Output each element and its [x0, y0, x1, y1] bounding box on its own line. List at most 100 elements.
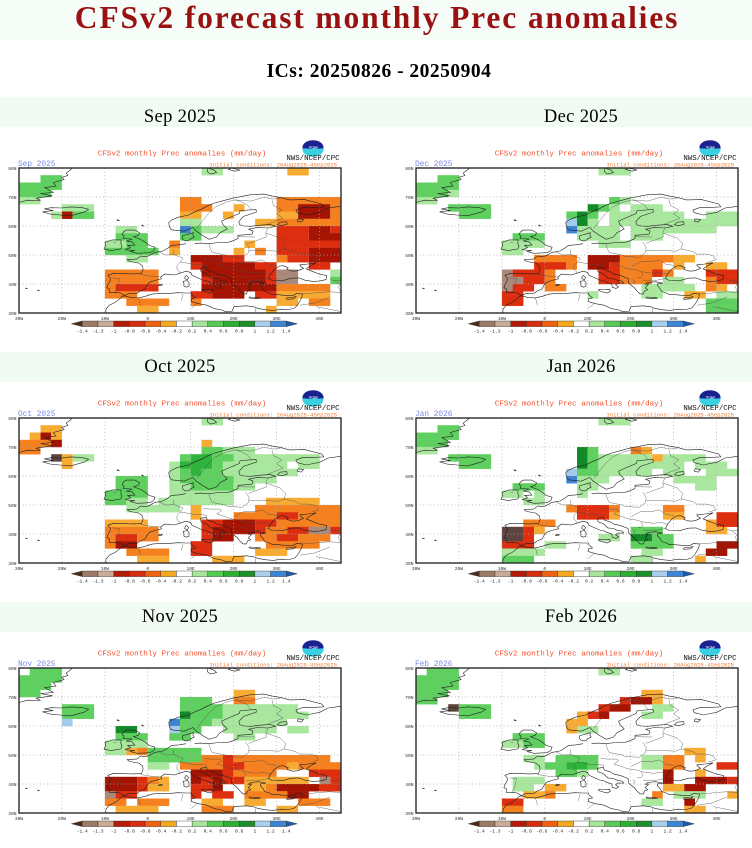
svg-text:1.4: 1.4 [282, 829, 291, 835]
svg-text:80N: 80N [8, 166, 17, 172]
svg-text:-0.6: -0.6 [537, 829, 548, 835]
svg-text:50N: 50N [8, 503, 17, 509]
svg-text:-0.4: -0.4 [552, 829, 563, 835]
svg-text:30W: 30W [15, 566, 24, 572]
svg-text:-0.8: -0.8 [124, 579, 135, 585]
svg-text:60N: 60N [8, 474, 17, 480]
svg-text:0.6: 0.6 [616, 579, 625, 585]
svg-text:0.2: 0.2 [585, 329, 594, 335]
svg-text:-1.4: -1.4 [77, 829, 88, 835]
svg-text:20E: 20E [627, 566, 636, 572]
svg-text:-0.2: -0.2 [171, 329, 182, 335]
svg-text:NOAA: NOAA [706, 396, 716, 400]
svg-text:30N: 30N [405, 311, 414, 317]
svg-text:70N: 70N [8, 195, 17, 201]
svg-text:NOAA: NOAA [309, 646, 319, 650]
svg-text:0.8: 0.8 [632, 579, 641, 585]
svg-text:NOAA: NOAA [309, 146, 319, 150]
svg-text:30N: 30N [8, 811, 17, 817]
svg-text:1: 1 [254, 579, 257, 585]
svg-text:30E: 30E [669, 316, 678, 322]
svg-text:Nov 2025: Nov 2025 [18, 661, 56, 669]
svg-text:NWS/NCEP/CPC: NWS/NCEP/CPC [286, 655, 340, 663]
svg-text:30W: 30W [15, 316, 24, 322]
svg-text:CFSv2 monthly Prec anomalies (: CFSv2 monthly Prec anomalies (mm/day) [98, 401, 267, 409]
svg-text:40N: 40N [8, 782, 17, 788]
svg-text:Nov 2025: Nov 2025 [142, 607, 218, 627]
svg-text:60N: 60N [405, 224, 414, 230]
svg-text:20W: 20W [455, 566, 464, 572]
svg-text:20W: 20W [58, 316, 67, 322]
svg-text:30W: 30W [412, 566, 421, 572]
svg-text:80N: 80N [8, 666, 17, 672]
svg-text:-0.2: -0.2 [568, 829, 579, 835]
svg-text:70N: 70N [405, 695, 414, 701]
svg-text:1.4: 1.4 [282, 329, 291, 335]
svg-text:40E: 40E [315, 316, 324, 322]
svg-text:1: 1 [254, 829, 257, 835]
svg-text:-0.6: -0.6 [140, 829, 151, 835]
svg-text:-0.6: -0.6 [537, 579, 548, 585]
svg-text:NOAA: NOAA [309, 396, 319, 400]
svg-text:30E: 30E [272, 816, 281, 822]
svg-text:0.2: 0.2 [188, 829, 197, 835]
svg-text:70N: 70N [8, 695, 17, 701]
svg-text:-0.8: -0.8 [124, 329, 135, 335]
svg-text:0.8: 0.8 [235, 579, 244, 585]
svg-text:20W: 20W [455, 816, 464, 822]
svg-text:NWS/NCEP/CPC: NWS/NCEP/CPC [286, 155, 340, 163]
svg-text:30E: 30E [272, 566, 281, 572]
svg-text:20E: 20E [230, 816, 239, 822]
svg-text:NWS/NCEP/CPC: NWS/NCEP/CPC [683, 405, 737, 413]
svg-text:0.6: 0.6 [219, 829, 228, 835]
svg-text:0.4: 0.4 [601, 329, 610, 335]
svg-text:-1.3: -1.3 [92, 329, 103, 335]
svg-text:-1: -1 [508, 329, 514, 335]
svg-text:CFSv2 monthly Prec anomalies (: CFSv2 monthly Prec anomalies (mm/day) [495, 151, 664, 159]
svg-text:-1: -1 [508, 579, 514, 585]
svg-text:1.4: 1.4 [282, 579, 291, 585]
svg-text:-1.4: -1.4 [474, 829, 485, 835]
svg-text:Sep 2025: Sep 2025 [18, 161, 56, 169]
svg-text:1: 1 [651, 579, 654, 585]
svg-text:0.6: 0.6 [616, 829, 625, 835]
svg-text:-1.3: -1.3 [92, 579, 103, 585]
svg-text:20E: 20E [627, 316, 636, 322]
svg-text:-0.2: -0.2 [568, 579, 579, 585]
svg-text:Initial conditions: 26Aug2025-: Initial conditions: 26Aug2025-4Sep2025 [606, 412, 734, 419]
svg-text:10W: 10W [101, 816, 110, 822]
svg-text:0.4: 0.4 [601, 829, 610, 835]
svg-text:-1: -1 [508, 829, 514, 835]
svg-text:Initial conditions: 26Aug2025-: Initial conditions: 26Aug2025-4Sep2025 [606, 662, 734, 669]
svg-text:-0.2: -0.2 [171, 829, 182, 835]
svg-text:60N: 60N [8, 724, 17, 730]
svg-text:Initial conditions: 26Aug2025-: Initial conditions: 26Aug2025-4Sep2025 [209, 662, 337, 669]
svg-text:60N: 60N [405, 474, 414, 480]
svg-text:Feb 2026: Feb 2026 [415, 661, 453, 669]
svg-text:0.2: 0.2 [188, 329, 197, 335]
svg-text:50N: 50N [8, 753, 17, 759]
svg-text:30W: 30W [15, 816, 24, 822]
svg-text:10W: 10W [101, 316, 110, 322]
svg-text:50N: 50N [405, 753, 414, 759]
svg-text:0.4: 0.4 [204, 829, 213, 835]
svg-text:20W: 20W [58, 566, 67, 572]
svg-text:-1.3: -1.3 [92, 829, 103, 835]
svg-text:0: 0 [146, 816, 149, 822]
svg-text:-1: -1 [111, 329, 117, 335]
svg-text:40E: 40E [712, 566, 721, 572]
svg-text:NWS/NCEP/CPC: NWS/NCEP/CPC [683, 155, 737, 163]
svg-text:30N: 30N [8, 561, 17, 567]
svg-text:20E: 20E [627, 816, 636, 822]
svg-text:80N: 80N [8, 416, 17, 422]
svg-text:10E: 10E [584, 566, 593, 572]
svg-text:Jan 2026: Jan 2026 [546, 357, 615, 377]
svg-text:0.4: 0.4 [601, 579, 610, 585]
svg-text:10W: 10W [101, 566, 110, 572]
svg-text:1: 1 [651, 329, 654, 335]
svg-text:Oct 2025: Oct 2025 [18, 411, 56, 419]
svg-text:60N: 60N [8, 224, 17, 230]
svg-text:Initial conditions: 26Aug2025-: Initial conditions: 26Aug2025-4Sep2025 [606, 162, 734, 169]
svg-text:10W: 10W [498, 316, 507, 322]
svg-text:-1.4: -1.4 [77, 329, 88, 335]
